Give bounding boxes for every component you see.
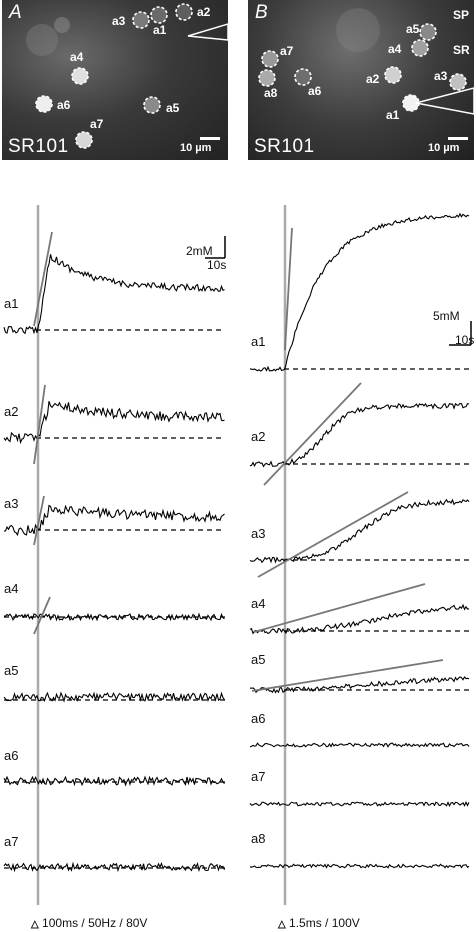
cell-circle-a4 — [411, 39, 429, 57]
scale-label-a: 10 µm — [180, 142, 212, 154]
cell-label-a6: a6 — [308, 84, 322, 98]
layer-label-sr: SR — [453, 43, 470, 57]
micrograph-a-overlay — [26, 3, 228, 149]
trace-label-b-a6: a6 — [251, 711, 266, 726]
micrograph-b-overlay — [258, 8, 474, 115]
panel-letter-a: A — [9, 2, 22, 23]
trace-a-a1 — [3, 254, 225, 335]
cell-circle-a2 — [175, 3, 193, 21]
trace-a-a2 — [3, 401, 225, 445]
cell-label-a2: a2 — [197, 5, 211, 19]
stimulus-text-a: 100ms / 50Hz / 80V — [42, 916, 148, 930]
trace-label-a-a3: a3 — [4, 496, 19, 511]
scale-bar-a — [200, 137, 220, 140]
trace-b-a1 — [249, 212, 470, 372]
cell-circle-a5 — [419, 23, 437, 41]
stain-label-b: SR101 — [254, 136, 315, 157]
cell-label-a6: a6 — [57, 98, 71, 112]
slope-line-b-a5 — [251, 659, 444, 692]
trace-label-a-a1: a1 — [4, 296, 19, 311]
slope-line-b-a3 — [257, 491, 409, 578]
trace-b-a6 — [249, 742, 470, 748]
trace-label-b-a8: a8 — [251, 831, 266, 846]
cell-circle-a1 — [150, 6, 168, 24]
cell-label-a3: a3 — [434, 69, 448, 83]
cell-label-a5: a5 — [166, 101, 180, 115]
scale-bar-b — [448, 137, 468, 140]
cell-label-a1: a1 — [153, 23, 167, 37]
cell-label-a7: a7 — [90, 117, 104, 131]
calibration-time-b: 10s — [455, 333, 475, 347]
trace-label-a-a6: a6 — [4, 748, 19, 763]
electrode-b — [415, 87, 474, 115]
trace-label-b-a4: a4 — [251, 596, 266, 611]
trace-label-b-a3: a3 — [251, 526, 266, 541]
cell-circle-a8 — [258, 69, 276, 87]
trace-b-a2 — [249, 402, 470, 468]
trace-label-b-a2: a2 — [251, 429, 266, 444]
trace-label-b-a1: a1 — [251, 334, 266, 349]
electrode-a — [187, 23, 228, 41]
trace-label-a-a5: a5 — [4, 663, 19, 678]
cell-circle-a6 — [294, 68, 312, 86]
trace-a-a3 — [3, 504, 225, 537]
cell-label-a1: a1 — [386, 108, 400, 122]
trace-label-a-a7: a7 — [4, 834, 19, 849]
trace-label-a-a4: a4 — [4, 581, 19, 596]
slope-line-a-a2 — [33, 384, 46, 465]
micrograph-panel-a: A a3 a1 a2 a4 a6 a5 a7 SR101 10 µm — [2, 0, 228, 160]
cell-label-a5: a5 — [406, 22, 420, 36]
trace-a-a7 — [3, 861, 226, 873]
cell-label-a2: a2 — [366, 72, 380, 86]
cell-circle-a7 — [75, 131, 93, 149]
cell-label-a4: a4 — [70, 50, 84, 64]
scale-label-b: 10 µm — [428, 142, 460, 154]
layer-label-sp: SP — [453, 8, 470, 22]
cell-label-a8: a8 — [264, 86, 278, 100]
slope-line-a-a4 — [33, 596, 51, 635]
trace-label-b-a7: a7 — [251, 769, 266, 784]
calibration-amplitude-b: 5mM — [433, 309, 460, 323]
stimulus-label-a: △ 100ms / 50Hz / 80V — [31, 916, 147, 930]
cell-circle-a2 — [384, 66, 402, 84]
stimulus-triangle-icon: △ — [278, 919, 286, 930]
trace-b-a7 — [249, 800, 470, 808]
trace-label-a-a2: a2 — [4, 404, 19, 419]
cell-label-a7: a7 — [280, 44, 294, 58]
cell-label-a3: a3 — [112, 14, 126, 28]
trace-b-a8 — [249, 863, 470, 869]
stimulus-label-b: △ 1.5ms / 100V — [278, 916, 360, 930]
slope-line-b-a4 — [253, 583, 426, 633]
stain-label-a: SR101 — [8, 136, 69, 157]
trace-b-a5 — [249, 676, 470, 694]
panel-letter-b: B — [255, 2, 268, 23]
trace-b-a3 — [249, 498, 470, 564]
cell-circle-a6 — [35, 95, 53, 113]
micrograph-panel-b: B SP SR a5 a4 a7 a8 a6 a2 a3 a1 SR101 10… — [248, 0, 474, 160]
stimulus-text-b: 1.5ms / 100V — [289, 916, 360, 930]
trace-a-a5 — [3, 691, 225, 703]
cell-circle-a7 — [261, 50, 279, 68]
trace-b-a4 — [249, 603, 470, 635]
slope-line-b-a1 — [284, 227, 293, 351]
stimulus-triangle-icon: △ — [31, 919, 39, 930]
trace-label-b-a5: a5 — [251, 652, 266, 667]
slope-line-a-a1 — [33, 231, 53, 327]
cell-circle-a3 — [132, 11, 150, 29]
cell-circle-a3 — [449, 73, 467, 91]
calibration-time-a: 10s — [207, 258, 227, 272]
calibration-amplitude-a: 2mM — [186, 244, 213, 258]
slope-line-b-a2 — [263, 382, 362, 486]
slope-line-a-a3 — [33, 495, 45, 546]
cell-circle-a5 — [143, 96, 161, 114]
cell-label-a4: a4 — [388, 42, 402, 56]
cell-circle-a4 — [71, 67, 89, 85]
